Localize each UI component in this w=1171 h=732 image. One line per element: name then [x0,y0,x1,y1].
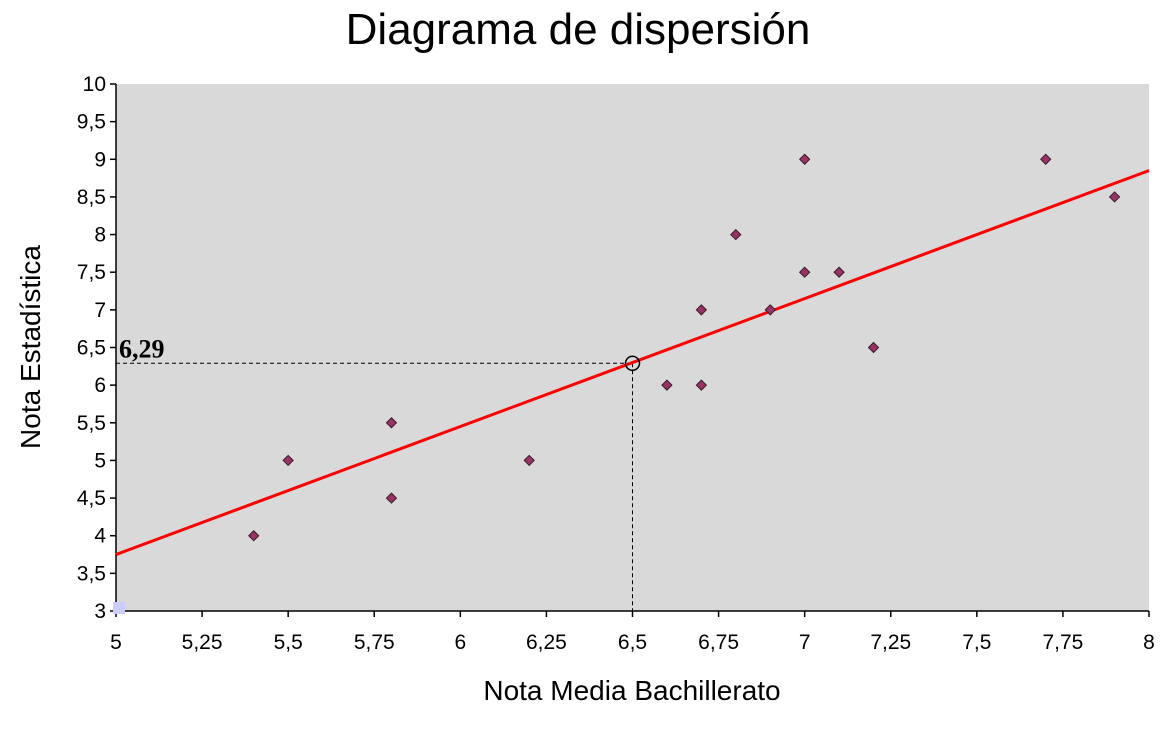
data-point [1108,191,1121,203]
highlight-group: 6,29 [113,334,641,614]
regression-line-group [115,169,1150,556]
data-point [385,417,398,429]
x-tick-label: 7 [799,631,811,654]
y-tick-label: 4 [94,525,106,548]
x-tick-label: 5 [110,631,122,654]
data-point [695,304,708,316]
plot-area [116,84,1149,611]
data-point [798,153,811,165]
x-tick-label: 6,5 [618,631,647,654]
regression-line [115,169,1150,556]
y-tick-label: 8,5 [77,186,106,209]
y-tick-label: 9 [94,148,106,171]
y-tick-label: 3,5 [77,562,106,585]
origin-marker [113,602,125,614]
guide-lines [116,362,633,611]
x-tick-label: 5,75 [354,631,395,654]
data-point [833,266,845,278]
x-tick-label: 8 [1143,631,1155,654]
data-point [248,530,260,542]
highlight-point [624,355,641,372]
y-tick-label: 6,5 [77,337,106,360]
y-tick-label: 5 [94,449,106,472]
y-axis: 3 3,5 4 4,5 5 5,5 6 6,5 7 7,5 8 8,5 9 9,5 10 [77,73,117,623]
y-tick-label: 4,5 [77,487,106,510]
x-tick-label: 6,25 [526,631,567,654]
x-axis-label: Nota Media Bachillerato [483,675,780,706]
x-axis: 5 5,25 5,5 5,75 6 6,25 6,5 6,75 7 7,25 7,5 7,75 8 [110,610,1155,654]
y-tick-label: 8 [94,224,106,247]
y-tick-label: 5,5 [77,412,106,435]
x-tick-label: 7,5 [962,631,991,654]
data-point [1039,153,1052,165]
y-axis-label: Nota Estadística [15,245,46,449]
data-points [248,153,1121,542]
y-tick-label: 7,5 [77,261,106,284]
y-tick-label: 6 [94,374,106,397]
y-tick-label: 10 [83,73,106,96]
y-tick-label: 7 [94,299,106,322]
x-tick-label: 6,75 [698,631,739,654]
data-point [385,492,398,504]
data-point [867,341,880,354]
data-point [695,379,708,391]
highlight-value-label: 6,29 [119,334,165,363]
x-tick-label: 5,25 [182,631,223,654]
data-point [764,304,776,316]
data-point [798,266,811,278]
x-tick-label: 6 [454,631,466,654]
y-tick-label: 9,5 [77,111,106,134]
chart-title: Diagrama de dispersión [346,5,811,54]
data-point [282,454,294,467]
x-tick-label: 7,75 [1042,631,1083,654]
y-tick-label: 3 [94,600,106,623]
x-tick-label: 5,5 [274,631,303,654]
x-tick-label: 7,25 [870,631,911,654]
data-point [523,454,535,467]
data-point [661,379,673,391]
data-point [730,228,742,241]
